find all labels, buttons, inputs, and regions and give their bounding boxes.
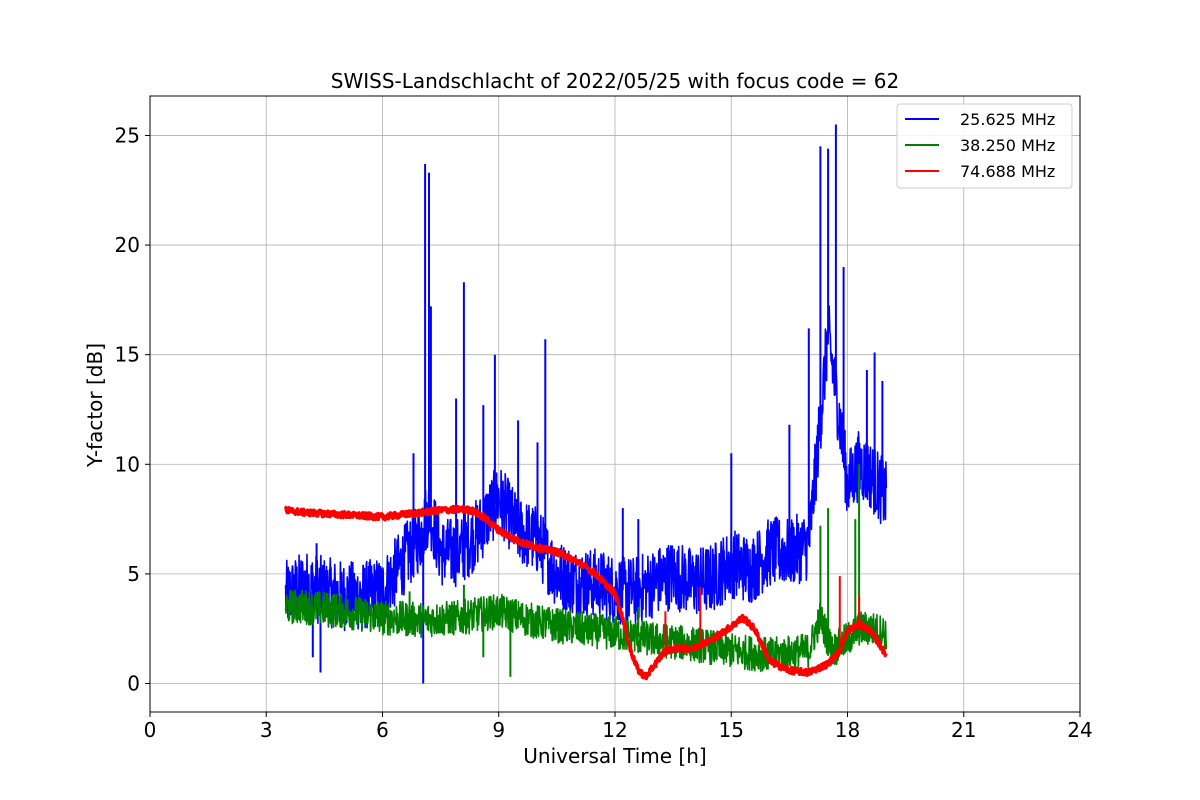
x-tick-label: 6 (376, 718, 389, 742)
series-line (284, 589, 888, 673)
y-tick-label: 15 (115, 343, 140, 367)
y-tick-label: 5 (127, 562, 140, 586)
y-tick-label: 20 (115, 233, 140, 257)
legend-box (896, 103, 1073, 189)
x-axis-ticks: 0 3 6 9 12 15 18 21 24 (144, 712, 1093, 742)
y-tick-label: 25 (115, 123, 140, 147)
series-2 (284, 504, 888, 681)
y-axis-label: Y-factor [dB] (83, 343, 107, 468)
series-spikes (408, 464, 861, 677)
chart-title: SWISS-Landschlacht of 2022/05/25 with fo… (331, 69, 899, 93)
series-spikes (311, 124, 884, 684)
y-tick-label: 10 (115, 452, 140, 476)
x-tick-label: 21 (951, 718, 976, 742)
x-tick-label: 18 (835, 718, 860, 742)
x-tick-label: 3 (260, 718, 273, 742)
y-tick-label: 0 (127, 672, 140, 696)
legend-label: 38.250 MHz (960, 136, 1055, 155)
series-spikes (664, 576, 861, 651)
y-axis-ticks: 0 5 10 15 20 25 (115, 123, 150, 696)
x-tick-label: 24 (1067, 718, 1092, 742)
x-tick-label: 0 (144, 718, 157, 742)
series-line (284, 305, 888, 632)
x-axis-label: Universal Time [h] (523, 744, 706, 768)
series-line (284, 504, 888, 681)
series-0 (284, 124, 888, 684)
x-tick-label: 15 (719, 718, 744, 742)
x-tick-label: 9 (492, 718, 505, 742)
legend: 25.625 MHz 38.250 MHz 74.688 MHz (896, 103, 1073, 189)
series-layer (284, 124, 888, 684)
series-1 (284, 464, 888, 677)
x-tick-label: 12 (602, 718, 627, 742)
legend-label: 74.688 MHz (960, 162, 1055, 181)
legend-label: 25.625 MHz (960, 110, 1055, 129)
